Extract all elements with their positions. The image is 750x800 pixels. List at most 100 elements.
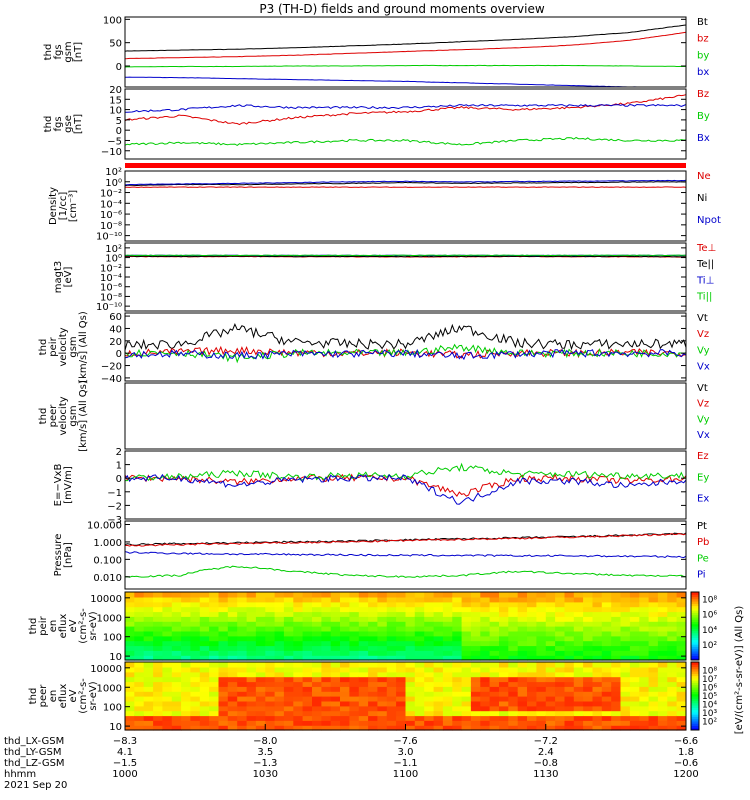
spectrogram-cell bbox=[293, 715, 304, 721]
spectrogram-cell bbox=[629, 705, 640, 712]
spectrogram-cell bbox=[340, 650, 350, 656]
spectrogram-cell bbox=[199, 700, 210, 707]
colorbar-tick-label: 10⁸ bbox=[702, 667, 717, 677]
series-line-Bz bbox=[124, 94, 687, 126]
spectrogram-cell bbox=[134, 626, 145, 632]
spectrogram-cell bbox=[227, 601, 238, 608]
spectrogram-cell bbox=[377, 700, 388, 707]
spectrogram-cell bbox=[480, 626, 491, 632]
spectrogram-cell bbox=[377, 592, 388, 598]
y-tick-label: 10⁻² bbox=[100, 263, 122, 274]
spectrogram-cell bbox=[162, 725, 173, 731]
spectrogram-cell bbox=[283, 715, 294, 721]
spectrogram-cell bbox=[405, 592, 416, 598]
colorbar-step bbox=[691, 693, 699, 697]
spectrogram-cell bbox=[424, 710, 435, 717]
spectrogram-cell bbox=[302, 725, 313, 731]
spectrogram-cell bbox=[274, 650, 285, 656]
spectrogram-cell bbox=[508, 596, 519, 603]
spectrogram-cell bbox=[564, 626, 575, 632]
y-label-line: en bbox=[48, 620, 59, 633]
spectrogram-cell bbox=[499, 626, 509, 632]
spectrogram-cell bbox=[480, 681, 491, 687]
spectrogram-cell bbox=[470, 725, 481, 731]
spectrogram-cell bbox=[564, 650, 575, 656]
spectrogram-cell bbox=[274, 681, 285, 687]
spectrogram-cell bbox=[237, 621, 248, 627]
spectrogram-cell bbox=[190, 686, 201, 692]
spectrogram-cell bbox=[527, 696, 537, 702]
spectrogram-cell bbox=[508, 686, 519, 692]
legend-entry: Ex bbox=[697, 494, 709, 505]
spectrogram-cell bbox=[592, 671, 603, 678]
spectrogram-cell bbox=[667, 592, 678, 598]
spectrogram-cell bbox=[237, 686, 248, 692]
spectrogram-cell bbox=[181, 720, 191, 726]
x-row-label: 2021 Sep 20 bbox=[4, 780, 67, 791]
legend-entry: Ti⊥ bbox=[696, 275, 714, 286]
spectrogram-cell bbox=[536, 666, 547, 673]
spectrogram-cell bbox=[386, 681, 397, 687]
spectrogram-cell bbox=[452, 676, 463, 683]
spectrogram-cell bbox=[583, 705, 593, 712]
spectrogram-cell bbox=[349, 705, 360, 712]
spectrogram-cell bbox=[227, 596, 238, 603]
spectrogram-cell bbox=[349, 666, 360, 673]
spectrogram-cell bbox=[293, 671, 304, 678]
legend-entry: Vy bbox=[697, 345, 710, 356]
spectrogram-cell bbox=[405, 715, 416, 721]
spectrogram-cell bbox=[611, 662, 622, 668]
spectrogram-cell bbox=[340, 666, 350, 673]
spectrogram-cell bbox=[190, 606, 201, 613]
spectrogram-cell bbox=[246, 645, 257, 651]
spectrogram-cell bbox=[265, 691, 276, 697]
series-line-Ne bbox=[124, 186, 687, 188]
spectrogram-cell bbox=[648, 601, 659, 608]
x-tick-label: −6.6 bbox=[674, 736, 698, 747]
spectrogram-cell bbox=[143, 606, 154, 613]
spectrogram-cell bbox=[143, 655, 154, 661]
spectrogram-cell bbox=[555, 626, 565, 632]
series-line-By bbox=[124, 136, 686, 146]
spectrogram-cell bbox=[657, 621, 668, 627]
spectrogram-cell bbox=[433, 611, 444, 617]
spectrogram-cell bbox=[181, 592, 191, 598]
spectrogram-cell bbox=[433, 630, 444, 637]
spectrogram-cell bbox=[676, 710, 687, 717]
spectrogram-cell bbox=[424, 601, 435, 608]
spectrogram-cell bbox=[386, 650, 397, 656]
spectrogram-cell bbox=[470, 645, 481, 651]
legend-entry: Vz bbox=[697, 329, 709, 340]
spectrogram-cell bbox=[246, 601, 257, 608]
spectrogram-cell bbox=[396, 676, 406, 683]
spectrogram-cell bbox=[555, 616, 565, 622]
series-line-Npot bbox=[124, 179, 687, 186]
spectrogram-cell bbox=[470, 626, 481, 632]
spectrogram-cell bbox=[377, 596, 388, 603]
spectrogram-cell bbox=[293, 705, 304, 712]
colorbar-step bbox=[691, 707, 699, 711]
panel-frame bbox=[124, 16, 687, 88]
spectrogram-cell bbox=[517, 696, 528, 702]
spectrogram-cell bbox=[340, 596, 350, 603]
y-tick-label: 1 bbox=[116, 461, 122, 472]
spectrogram-cell bbox=[358, 630, 369, 637]
spectrogram-cell bbox=[480, 630, 491, 637]
spectrogram-cell bbox=[227, 666, 238, 673]
spectrogram-cell bbox=[153, 715, 163, 721]
spectrogram-cell bbox=[218, 705, 229, 712]
spectrogram-cell bbox=[611, 635, 622, 642]
spectrogram-cell bbox=[386, 715, 397, 721]
legend-entry: Ni bbox=[697, 193, 707, 204]
spectrogram-cell bbox=[125, 671, 135, 678]
spectrogram-cell bbox=[218, 655, 229, 661]
spectrogram-cell bbox=[620, 720, 631, 726]
legend-entry: Te⊥ bbox=[696, 243, 716, 254]
spectrogram-cell bbox=[162, 715, 173, 721]
y-label-line: thd bbox=[28, 688, 39, 705]
spectrogram-cell bbox=[237, 725, 248, 731]
colorbar-step bbox=[691, 610, 699, 613]
spectrogram-cell bbox=[368, 715, 378, 721]
spectrogram-cell bbox=[405, 671, 416, 678]
spectrogram-cell bbox=[153, 691, 163, 697]
